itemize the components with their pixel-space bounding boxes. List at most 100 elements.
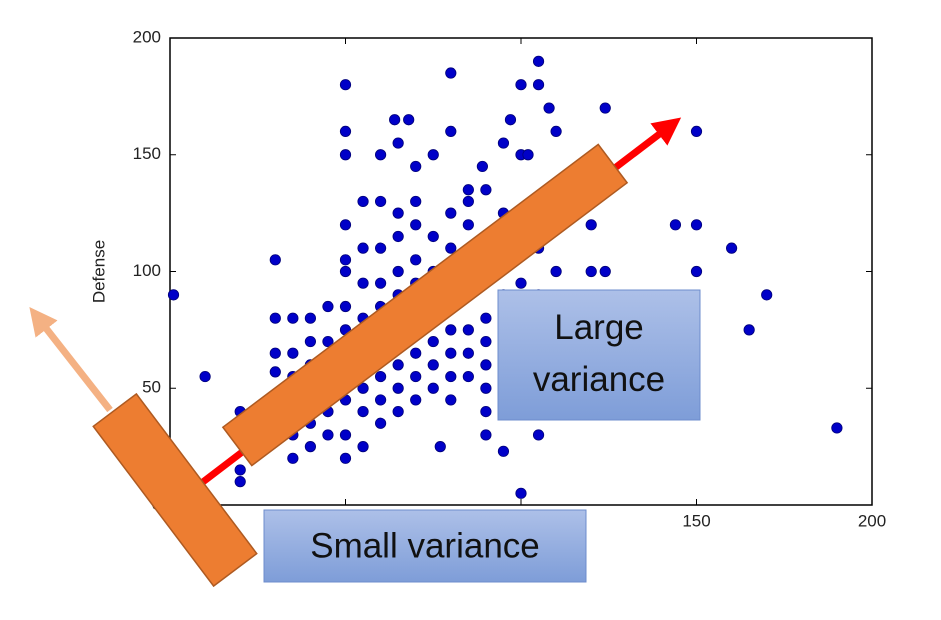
point: [410, 347, 422, 359]
point: [374, 195, 387, 208]
point: [550, 125, 562, 137]
y-tick-label: 150: [133, 144, 161, 163]
point: [462, 184, 474, 196]
point: [462, 370, 474, 383]
point: [374, 370, 387, 383]
point: [167, 289, 180, 301]
point: [480, 405, 492, 418]
annotation-text: Large: [554, 308, 644, 347]
point: [392, 405, 404, 418]
annotation-text-cont: variance: [533, 360, 665, 399]
point: [831, 422, 843, 434]
point: [269, 312, 281, 324]
point: [462, 347, 474, 359]
x-tick-label: 200: [858, 511, 886, 530]
y-tick-label: 100: [133, 261, 161, 280]
point: [374, 277, 387, 289]
point: [339, 254, 352, 266]
small-variance-box: [263, 509, 587, 583]
point: [743, 324, 755, 336]
point: [445, 347, 457, 359]
point: [339, 452, 352, 464]
point: [322, 300, 334, 313]
point: [403, 114, 415, 126]
point: [550, 265, 562, 278]
point: [234, 464, 246, 476]
point: [357, 242, 369, 254]
y-axis-label: Defense: [89, 240, 108, 303]
point: [304, 335, 316, 348]
point: [427, 335, 439, 348]
point: [690, 125, 703, 137]
point: [480, 382, 492, 394]
annotation-text: Small variance: [310, 526, 540, 565]
point: [339, 429, 352, 441]
point: [462, 219, 474, 231]
point: [287, 452, 299, 464]
point: [410, 254, 422, 266]
point: [427, 149, 439, 161]
point: [304, 312, 316, 324]
point: [269, 366, 281, 378]
point: [480, 184, 492, 196]
point: [287, 347, 299, 359]
point: [304, 441, 316, 453]
y-tick-label: 50: [142, 378, 161, 397]
point: [427, 382, 439, 394]
point: [357, 441, 369, 453]
point: [532, 55, 545, 67]
point: [543, 102, 555, 114]
point: [392, 230, 404, 243]
point: [445, 370, 457, 383]
point: [476, 160, 488, 173]
point: [357, 195, 369, 208]
point: [287, 312, 299, 324]
point: [357, 405, 369, 418]
point: [522, 149, 534, 161]
point: [199, 370, 211, 383]
point: [599, 102, 611, 114]
point: [392, 382, 404, 394]
point: [445, 324, 457, 336]
point: [515, 487, 527, 499]
point: [410, 219, 422, 231]
point: [339, 219, 352, 231]
large-variance-box: [497, 289, 701, 421]
point: [445, 67, 457, 79]
point: [515, 79, 527, 91]
point: [392, 207, 404, 219]
point: [234, 476, 246, 488]
y-tick-label: 200: [133, 27, 161, 46]
point: [532, 429, 545, 441]
point: [374, 242, 387, 254]
point: [410, 370, 422, 383]
point: [599, 265, 611, 278]
point: [339, 125, 352, 137]
point: [585, 265, 597, 278]
point: [445, 394, 457, 406]
small-variance-bar: [92, 392, 258, 588]
point: [374, 394, 387, 406]
point: [480, 312, 492, 324]
point: [669, 219, 682, 231]
point: [504, 114, 517, 126]
point: [532, 79, 545, 91]
point: [357, 382, 369, 394]
point: [690, 219, 703, 231]
overlay: Large variance Small variance: [29, 117, 701, 588]
point: [462, 195, 474, 208]
point: [339, 265, 352, 278]
point: [392, 359, 404, 371]
x-tick-label: 150: [682, 511, 710, 530]
point: [269, 347, 281, 359]
point: [374, 149, 387, 161]
point: [497, 137, 510, 149]
point: [322, 335, 334, 348]
point: [339, 300, 352, 313]
point: [445, 207, 457, 219]
point: [515, 277, 527, 289]
point: [339, 149, 352, 161]
point: [389, 114, 401, 126]
